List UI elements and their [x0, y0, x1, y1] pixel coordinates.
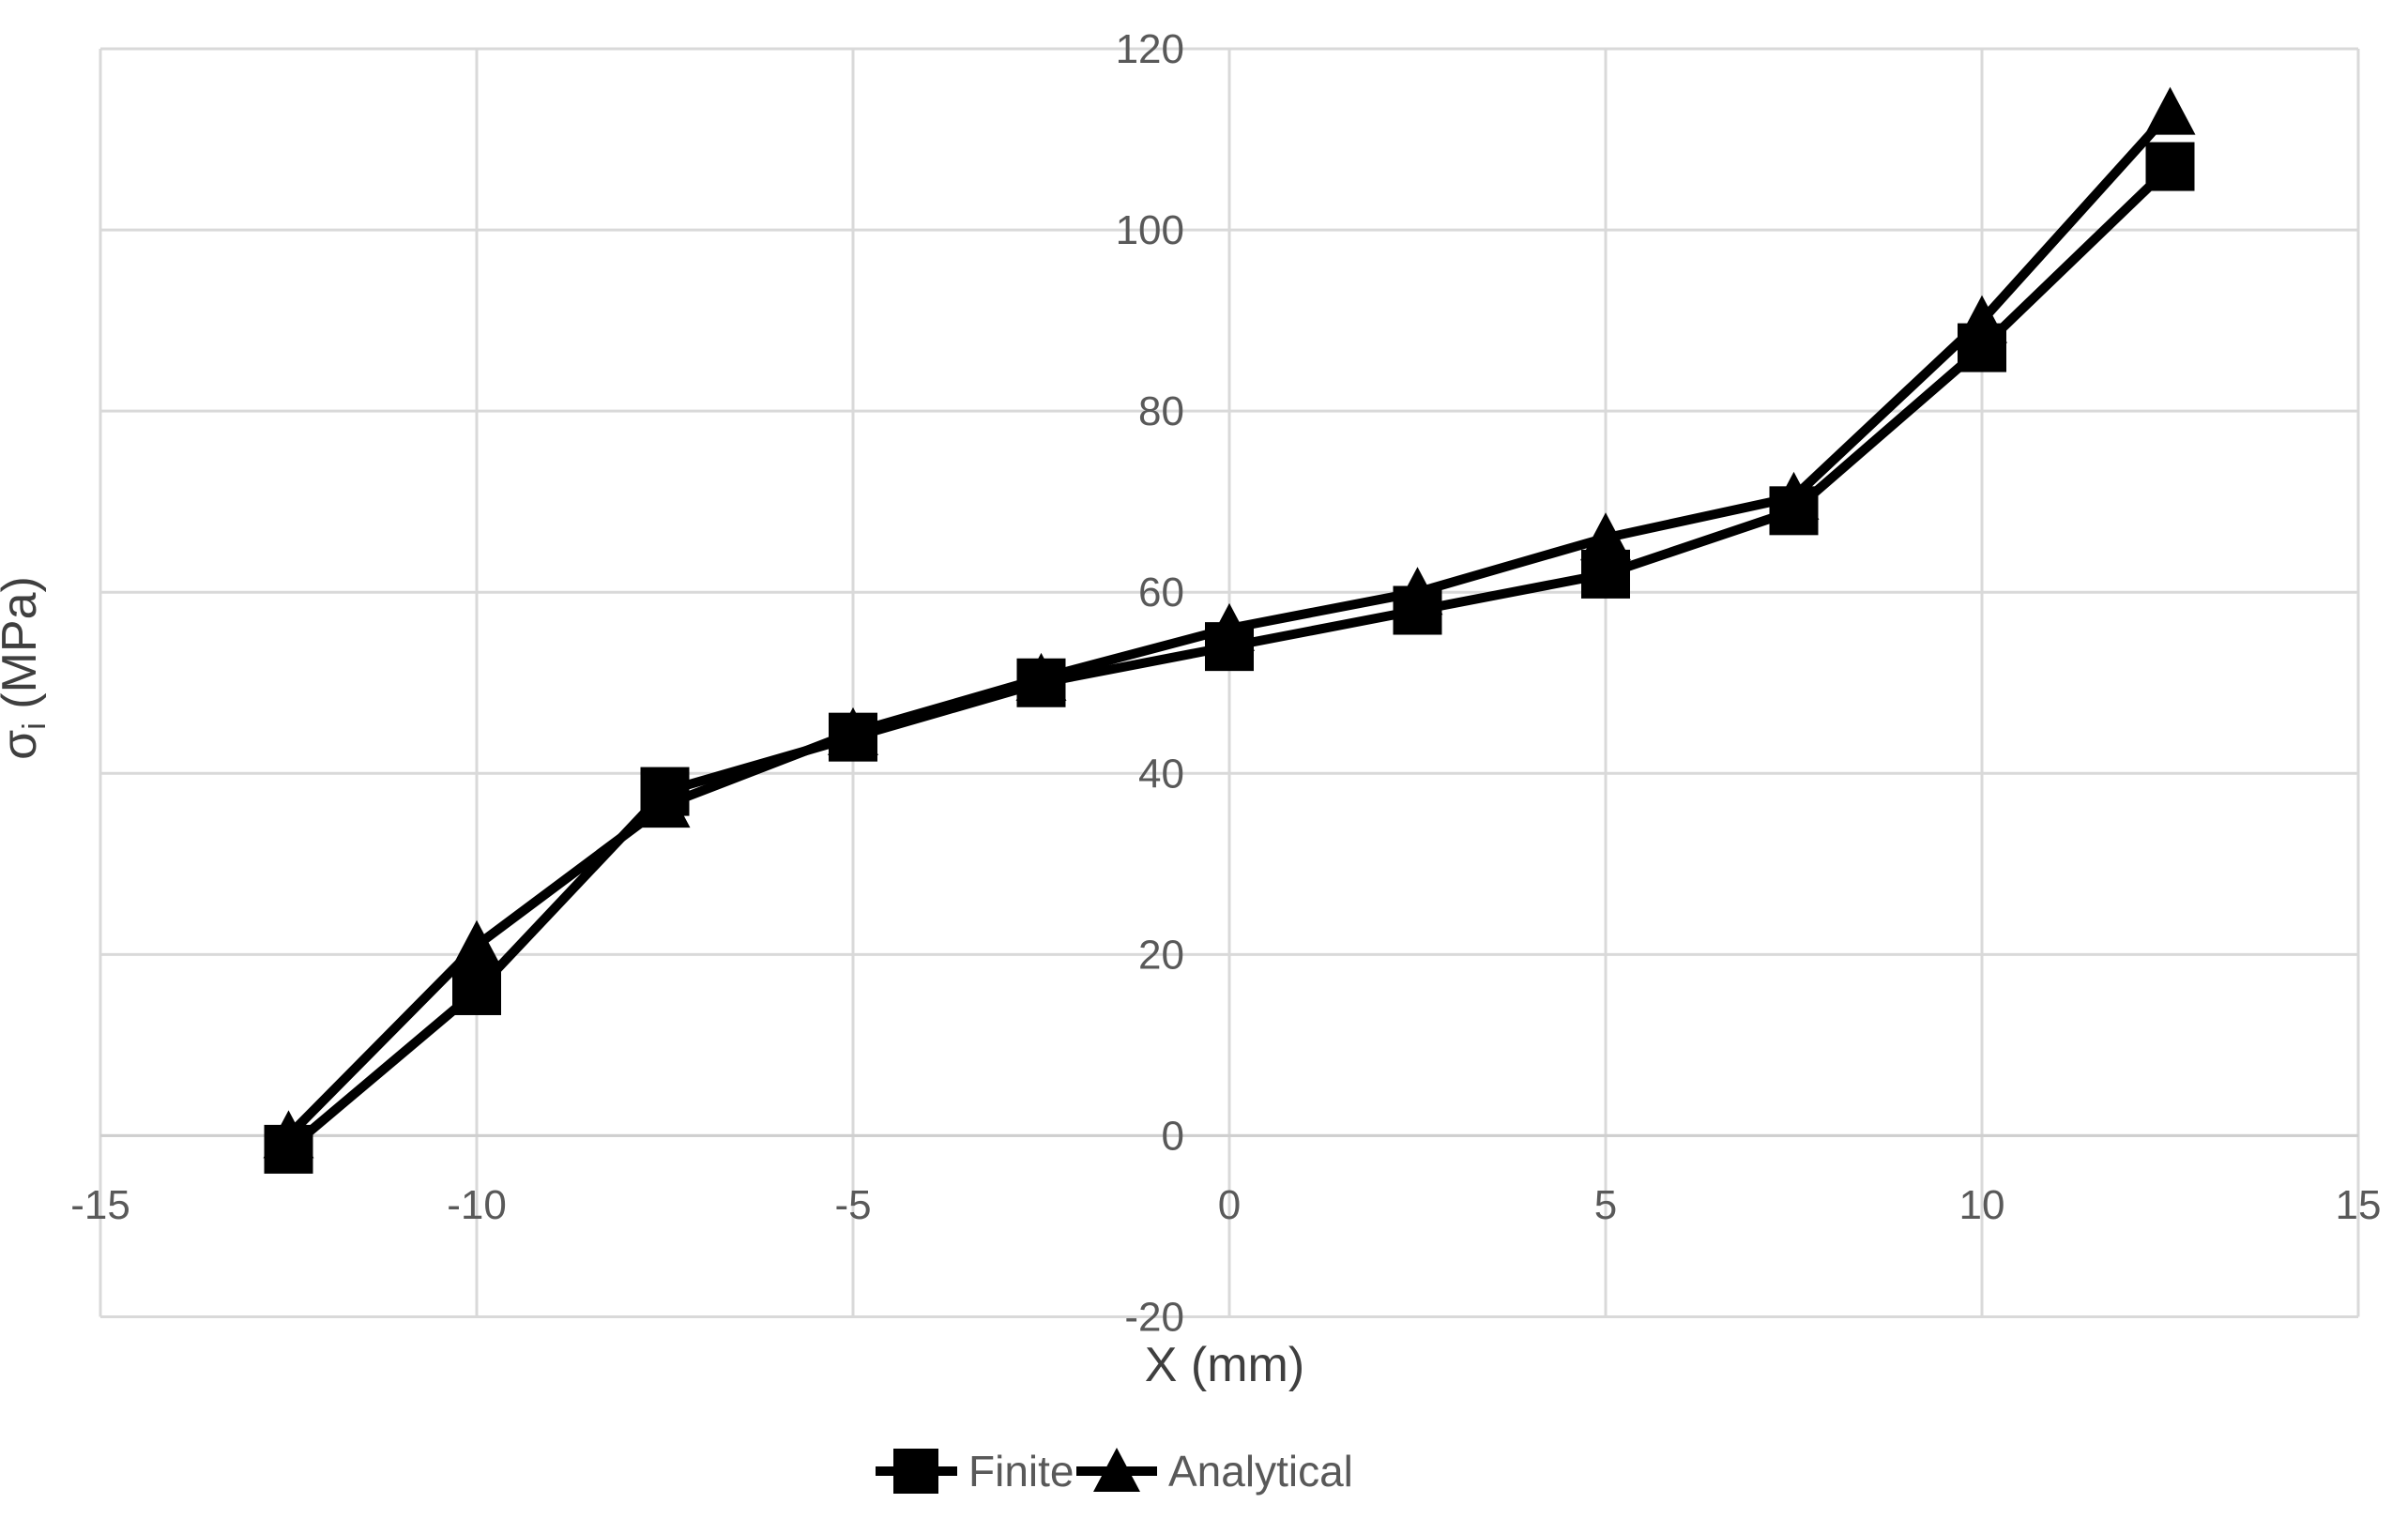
y-tick-label: 20	[1138, 932, 1184, 978]
y-tick-label: -20	[1124, 1295, 1184, 1341]
marker-square-finite	[829, 712, 877, 762]
x-tick-label: 0	[1218, 1182, 1241, 1228]
marker-square-finite	[1016, 658, 1066, 707]
marker-triangle-analytical	[1580, 512, 1631, 561]
x-tick-label: -10	[447, 1182, 507, 1228]
y-tick-label: 40	[1138, 751, 1184, 797]
ticks-layer: 120 100 80 60 40 20 0 -20 -15 -10 -5 0 5 10 15	[70, 26, 2381, 1341]
x-tick-label: 5	[1594, 1182, 1617, 1228]
y-axis-title-unit: (MPa)	[0, 576, 47, 722]
x-tick-label: 10	[1959, 1182, 2005, 1228]
legend-marker-square	[893, 1449, 938, 1494]
y-axis-title: σi (MPa)	[0, 576, 53, 760]
y-tick-label: 100	[1116, 207, 1184, 253]
x-tick-label: 15	[2336, 1182, 2382, 1228]
marker-square-finite	[264, 1124, 313, 1174]
y-tick-label: 0	[1162, 1113, 1184, 1159]
x-tick-label: -5	[834, 1182, 871, 1228]
marker-square-finite	[452, 965, 501, 1015]
legend-label: Finite	[968, 1447, 1074, 1496]
marker-square-finite	[1393, 585, 1442, 635]
y-tick-label: 80	[1138, 388, 1184, 434]
x-axis-title: X (mm)	[1145, 1338, 1304, 1392]
marker-triangle-analytical	[2144, 86, 2196, 135]
marker-square-finite	[640, 767, 690, 816]
marker-triangle-analytical	[451, 919, 502, 968]
marker-square-finite	[1958, 323, 2006, 372]
y-axis-title-symbol: σ	[0, 730, 47, 760]
series-layer	[263, 86, 2196, 1174]
grid-layer	[99, 47, 2360, 1318]
marker-square-finite	[1205, 622, 1254, 672]
y-axis-title-subscript: i	[17, 722, 53, 730]
marker-square-finite	[2145, 142, 2195, 191]
marker-square-finite	[1769, 486, 1819, 536]
legend: Finite Analytical	[876, 1447, 1353, 1496]
x-tick-label: -15	[70, 1182, 130, 1228]
marker-square-finite	[1581, 549, 1630, 599]
y-tick-label: 60	[1138, 570, 1184, 615]
y-tick-label: 120	[1116, 26, 1184, 72]
legend-label: Analytical	[1168, 1447, 1353, 1496]
legend-marker-triangle	[1093, 1448, 1140, 1492]
